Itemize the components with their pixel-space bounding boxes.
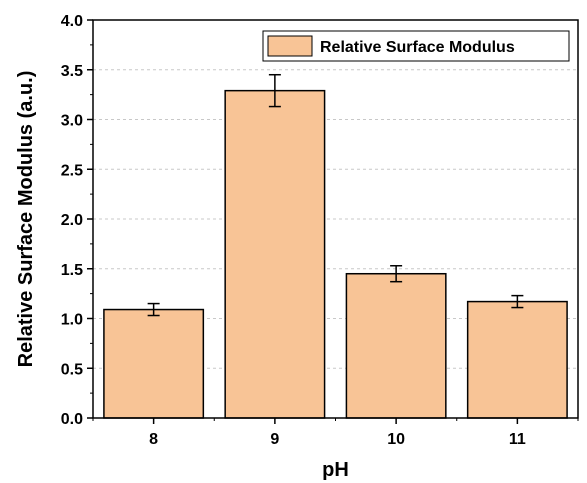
y-axis-ticks: 0.0 0.5 1.0 1.5 2.0 2.5 3.0 3.5 4.0 bbox=[61, 13, 93, 428]
legend-label: Relative Surface Modulus bbox=[320, 39, 515, 56]
y-tick-label: 3.5 bbox=[61, 63, 83, 80]
bar-9 bbox=[224, 89, 326, 419]
y-axis-title: Relative Surface Modulus (a.u.) bbox=[15, 71, 37, 368]
legend: Relative Surface Modulus bbox=[262, 30, 570, 62]
y-tick-label: 3.0 bbox=[61, 113, 83, 130]
x-tick-label: 9 bbox=[270, 431, 279, 448]
legend-box bbox=[262, 30, 570, 62]
y-tick-label: 1.0 bbox=[61, 312, 83, 329]
x-axis-ticks: 8 9 10 11 bbox=[92, 418, 579, 448]
x-axis-title: pH bbox=[322, 459, 349, 481]
y-tick-label: 2.0 bbox=[61, 212, 83, 229]
y-tick-label: 0.0 bbox=[61, 411, 83, 428]
bar-11 bbox=[466, 300, 568, 419]
x-tick-label: 11 bbox=[509, 431, 526, 448]
y-tick-label: 1.5 bbox=[61, 262, 83, 279]
bar-8 bbox=[103, 308, 205, 419]
y-tick-label: 0.5 bbox=[61, 361, 83, 378]
y-tick-label: 2.5 bbox=[61, 162, 83, 179]
bar-10 bbox=[345, 272, 447, 419]
error-bars bbox=[147, 73, 524, 317]
x-tick-label: 10 bbox=[387, 431, 405, 448]
x-tick-label: 8 bbox=[149, 431, 158, 448]
legend-swatch bbox=[267, 35, 313, 57]
y-tick-label: 4.0 bbox=[61, 13, 83, 30]
bars bbox=[103, 89, 568, 419]
